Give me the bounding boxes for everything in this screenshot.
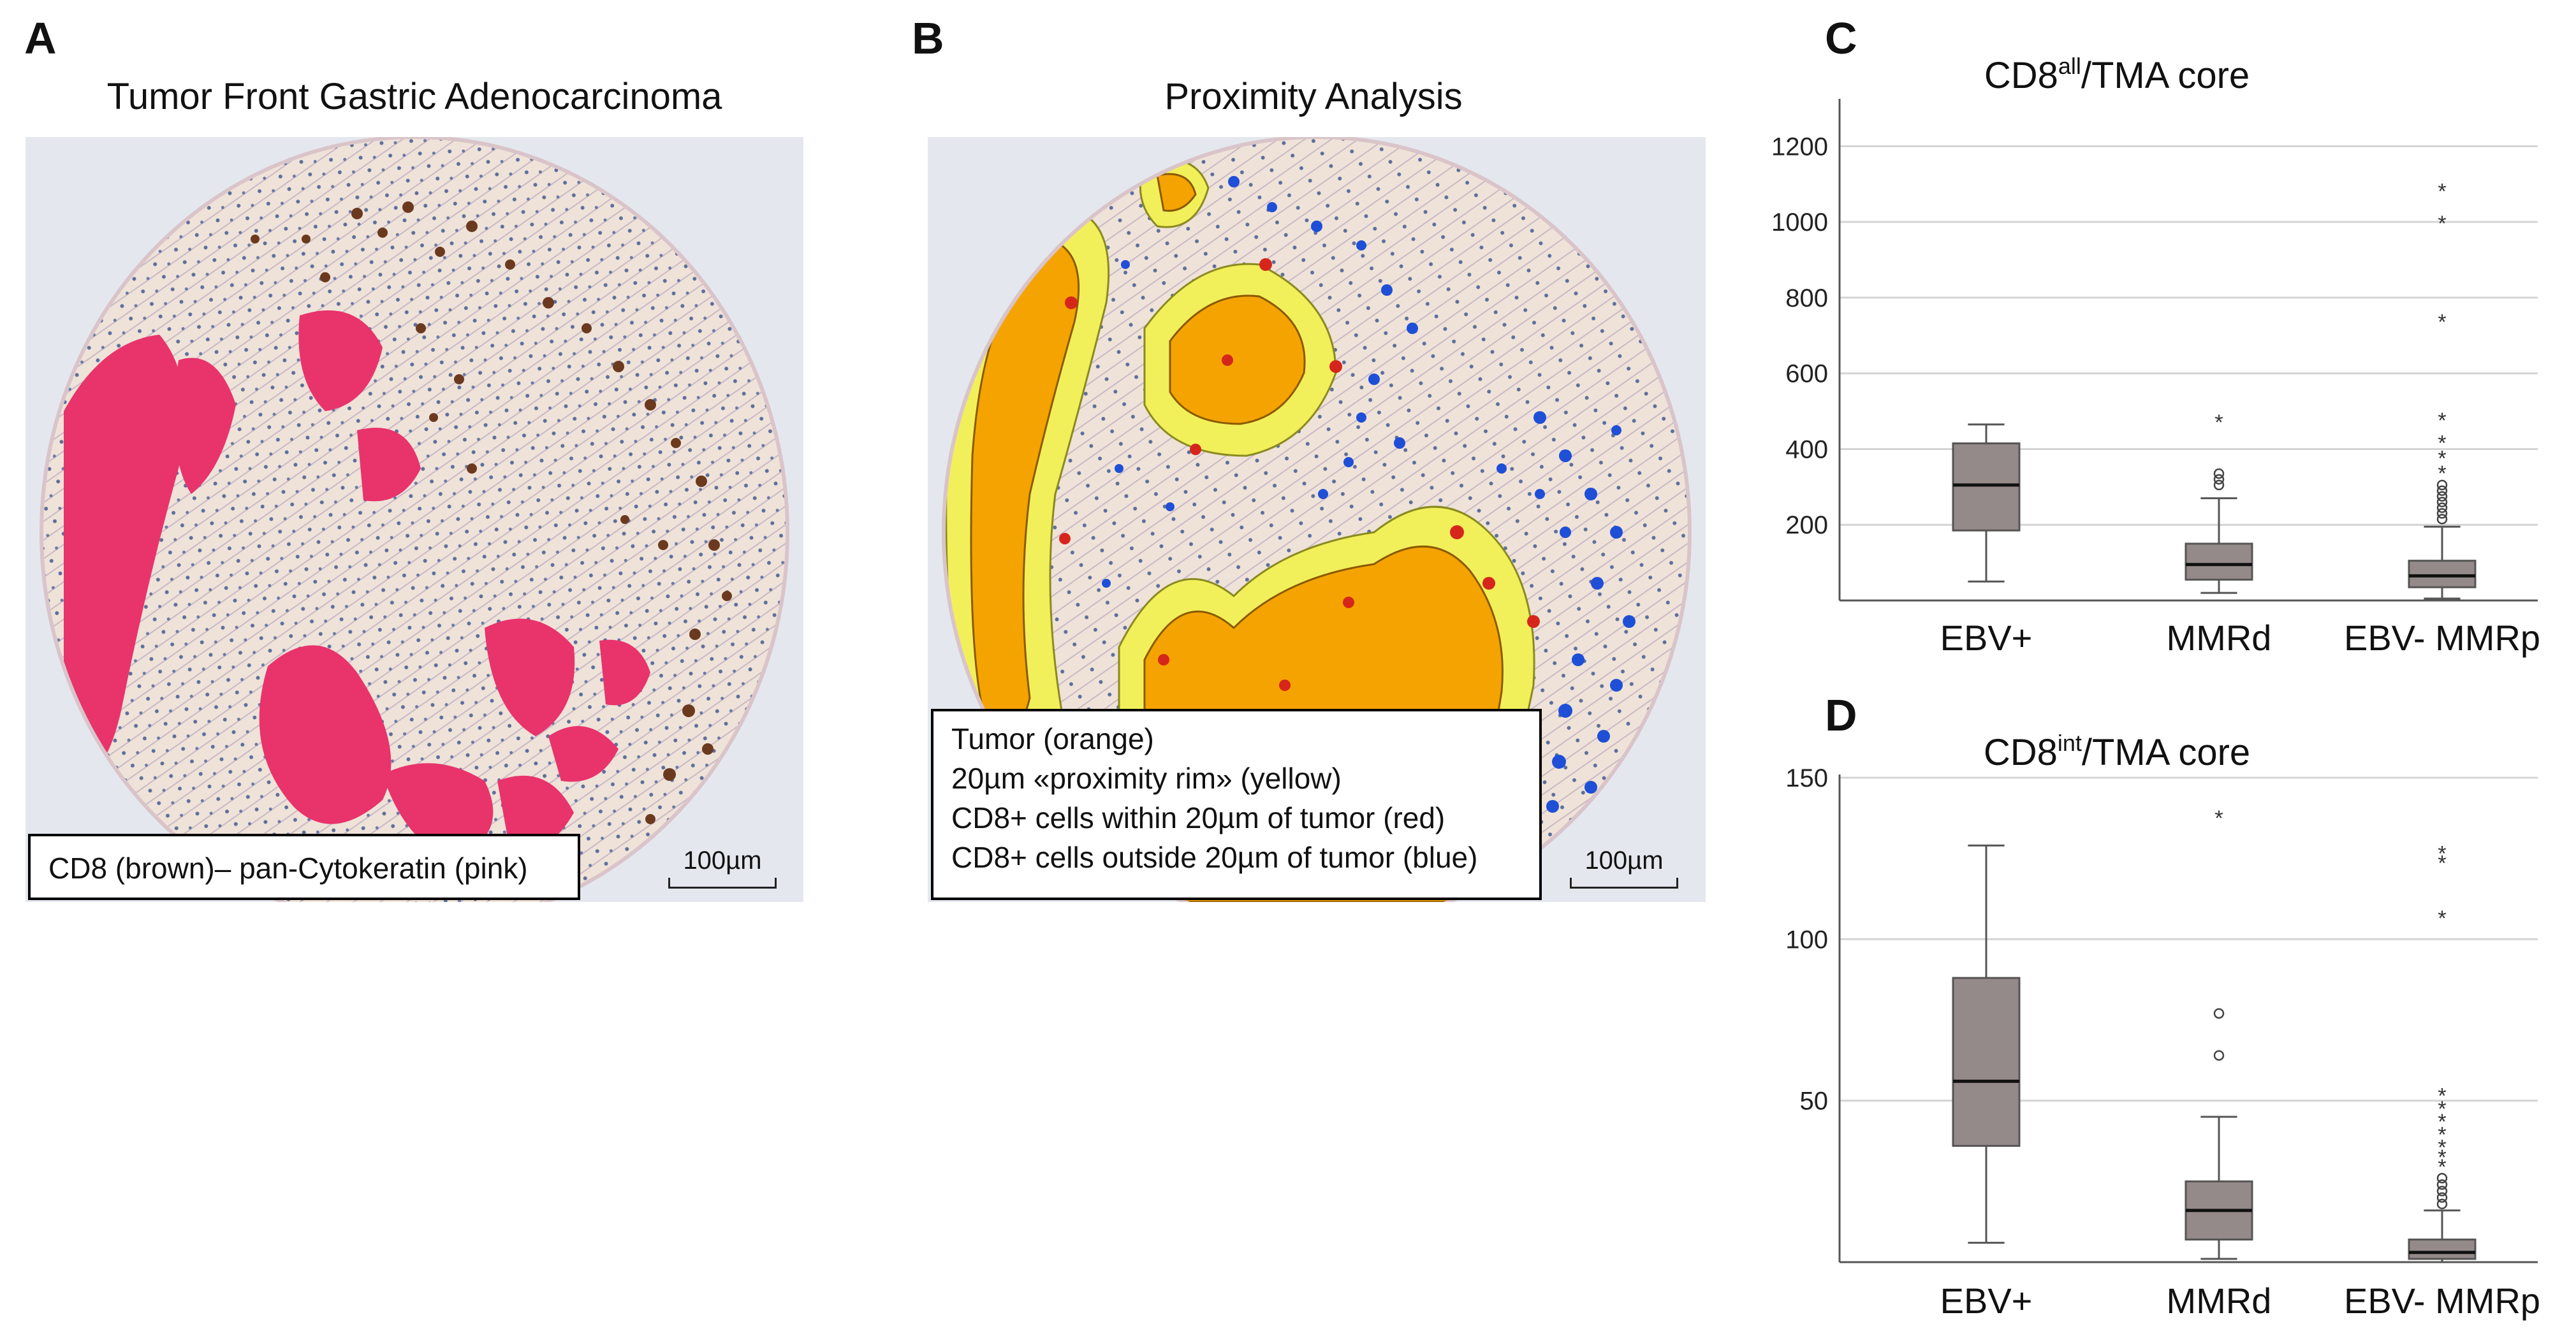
box-iqr [2408, 560, 2477, 588]
y-tick-label: 400 [1785, 435, 1828, 463]
extreme-point: * [2438, 1136, 2446, 1160]
extreme-point: * [2438, 180, 2446, 204]
pink-tumor-regions [64, 310, 650, 857]
outlier-point [2436, 1192, 2448, 1203]
title-main: CD8 [1984, 55, 2058, 96]
outlier-point [2436, 1198, 2448, 1210]
extreme-point: * [2438, 1155, 2446, 1179]
micrograph-ihc-stain [26, 137, 803, 902]
extreme-point: * [2438, 1084, 2446, 1109]
y-tick-label: 1200 [1771, 133, 1828, 161]
panel-a-title: Tumor Front Gastric Adenocarcinoma [106, 76, 722, 117]
panel-b-scalebar: 100µm [1570, 847, 1678, 889]
panel-b-legend: Tumor (orange) 20µm «proximity rim» (yel… [931, 709, 1542, 900]
outlier-point [2436, 497, 2448, 507]
title-main: CD8 [1984, 732, 2058, 773]
box-plot-cd8-int: CD8int/TMA core50100150EBV+*MMRd********… [1785, 730, 2540, 1321]
outlier-point [2213, 1008, 2225, 1019]
title-rest: /TMA core [2081, 55, 2250, 96]
extreme-point: * [2438, 852, 2446, 876]
extreme-point: * [2438, 446, 2446, 470]
extreme-point: * [2438, 310, 2446, 335]
box-iqr [2408, 1239, 2477, 1260]
outlier-point [2436, 1179, 2448, 1190]
y-tick-label: 50 [1800, 1087, 1829, 1116]
panel-letter-b: B [912, 13, 944, 63]
extreme-point: * [2438, 462, 2446, 486]
outlier-point [2436, 1173, 2448, 1184]
panel-letter-d: D [1825, 690, 1857, 740]
outlier-point [2213, 1050, 2225, 1061]
box-iqr [1952, 442, 2021, 532]
title-superscript: int [2058, 730, 2082, 756]
y-tick-label: 150 [1785, 764, 1828, 792]
outlier-point [2436, 502, 2448, 513]
chart-title: CD8all/TMA core [1984, 53, 2250, 96]
legend-tumor: Tumor (orange) [951, 722, 1154, 755]
x-category-label: EBV- MMRp [2344, 618, 2540, 658]
panel-b-title: Proximity Analysis [1164, 76, 1463, 117]
y-tick-label: 800 [1785, 284, 1828, 312]
outlier-point [2436, 479, 2448, 491]
panel-a-scale-line [668, 878, 777, 889]
extreme-point: * [2214, 806, 2223, 831]
legend-cd8-within: CD8+ cells within 20µm of tumor (red) [951, 801, 1445, 834]
panel-a-scalebar: 100µm [668, 847, 777, 889]
extreme-point: * [2438, 409, 2446, 433]
x-category-label: EBV- MMRp [2344, 1281, 2540, 1321]
box-iqr [1952, 977, 2021, 1147]
brown-cd8-cells [251, 201, 732, 824]
box-plot-cd8-all: CD8all/TMA core 200 400 600 800 1000 1200 EBV+ *… [1771, 53, 2540, 658]
chart-title: CD8int/TMA core [1984, 730, 2250, 773]
extreme-point: * [2438, 432, 2446, 456]
legend-proximity-rim: 20µm «proximity rim» (yellow) [951, 762, 1342, 795]
extreme-point: * [2214, 411, 2223, 435]
extreme-point: * [2438, 906, 2446, 931]
extreme-point: * [2438, 1145, 2446, 1170]
outlier-point [2436, 1186, 2448, 1196]
y-tick-label: 1000 [1771, 208, 1828, 236]
x-category-label: EBV+ [1940, 1281, 2033, 1321]
panel-letter-a: A [24, 13, 57, 63]
panel-a-legend: CD8 (brown)– pan-Cytokeratin (pink) [28, 834, 580, 900]
x-category-label: MMRd [2167, 1281, 2272, 1321]
outlier-point [2436, 508, 2448, 519]
panel-b-scale-line [1570, 878, 1678, 889]
extreme-point: * [2438, 842, 2446, 866]
extreme-point: * [2438, 212, 2446, 236]
title-rest: /TMA core [2082, 732, 2250, 773]
y-tick-label: 600 [1785, 360, 1828, 388]
outlier-point [2213, 474, 2225, 485]
legend-cd8-outside: CD8+ cells outside 20µm of tumor (blue) [951, 841, 1478, 874]
x-category-label: MMRd [2167, 618, 2272, 658]
extreme-point: * [2438, 1110, 2446, 1134]
outlier-point [2213, 468, 2225, 479]
outlier-point [2436, 485, 2448, 497]
outlier-point [2213, 479, 2225, 491]
micrograph-ihc-svg [40, 137, 789, 902]
x-category-label: EBV+ [1940, 618, 2033, 658]
outlier-point [2436, 491, 2448, 502]
y-tick-label: 200 [1785, 511, 1828, 539]
outlier-point [2436, 514, 2448, 525]
extreme-point: * [2438, 1097, 2446, 1121]
panel-letter-c: C [1825, 13, 1857, 63]
title-superscript: all [2058, 53, 2081, 79]
panel-b-scale-label: 100µm [1584, 847, 1664, 875]
box-iqr [2184, 542, 2253, 581]
extreme-point: * [2438, 1123, 2446, 1147]
panel-a-scale-label: 100µm [683, 847, 762, 875]
y-tick-label: 100 [1785, 926, 1828, 954]
